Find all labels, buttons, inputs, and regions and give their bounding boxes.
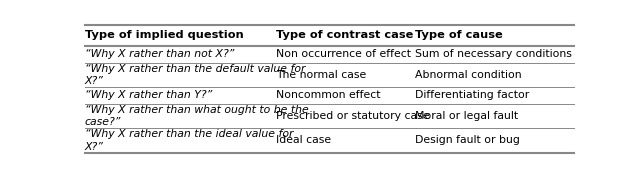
- Text: Prescribed or statutory case: Prescribed or statutory case: [276, 111, 429, 121]
- Text: The normal case: The normal case: [276, 70, 366, 80]
- Text: Noncommon effect: Noncommon effect: [276, 90, 380, 100]
- Text: Moral or legal fault: Moral or legal fault: [415, 111, 518, 121]
- Text: Type of cause: Type of cause: [415, 30, 502, 40]
- Text: Abnormal condition: Abnormal condition: [415, 70, 522, 80]
- Text: “Why X rather than the default value for
X?”: “Why X rather than the default value for…: [85, 64, 305, 86]
- Text: Type of implied question: Type of implied question: [85, 30, 244, 40]
- Text: Non occurrence of effect: Non occurrence of effect: [276, 49, 411, 59]
- Text: Sum of necessary conditions: Sum of necessary conditions: [415, 49, 572, 59]
- Text: “Why X rather than what ought to be the
case?”: “Why X rather than what ought to be the …: [85, 105, 308, 127]
- Text: “Why X rather than the ideal value for
X?”: “Why X rather than the ideal value for X…: [85, 129, 294, 152]
- Text: Design fault or bug: Design fault or bug: [415, 135, 520, 145]
- Text: Differentiating factor: Differentiating factor: [415, 90, 529, 100]
- Text: “Why X rather than Y?”: “Why X rather than Y?”: [85, 90, 212, 100]
- Text: Type of contrast case: Type of contrast case: [276, 30, 413, 40]
- Text: “Why X rather than not X?”: “Why X rather than not X?”: [85, 49, 234, 59]
- Text: Ideal case: Ideal case: [276, 135, 331, 145]
